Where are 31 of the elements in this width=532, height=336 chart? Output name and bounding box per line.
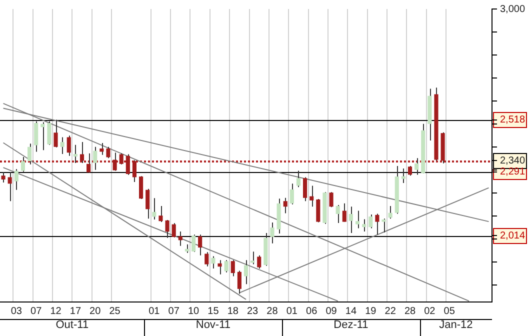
x-tick-label: 01 <box>148 306 160 317</box>
y-tick-label: 2,014 <box>500 230 526 242</box>
y-tick-label: 2,291 <box>500 166 526 178</box>
x-tick-label: 17 <box>70 306 82 317</box>
x-tick-label: 06 <box>306 306 318 317</box>
x-tick-label: 28 <box>404 306 416 317</box>
x-tick-label: 25 <box>109 306 121 317</box>
x-tick-label: 07 <box>168 306 180 317</box>
x-tick-label: 12 <box>50 306 62 317</box>
y-tick-label: 2,518 <box>500 114 526 126</box>
x-tick-label: 05 <box>444 306 456 317</box>
x-tick-label: 23 <box>246 306 259 317</box>
x-tick-label: 10 <box>188 306 200 317</box>
x-tick-label: 20 <box>90 306 102 317</box>
text: Jan-12 <box>439 319 473 331</box>
x-tick-label: 19 <box>365 306 377 317</box>
x-tick-label: 07 <box>30 306 42 317</box>
text: Dez-11 <box>334 319 368 331</box>
x-tick-label: 28 <box>266 306 278 317</box>
x-tick-label: 18 <box>227 306 239 317</box>
x-tick-label: 02 <box>424 306 436 317</box>
y-tick-label: 3,000 <box>500 4 526 15</box>
x-tick-label: 22 <box>384 306 396 317</box>
x-tick-label: 14 <box>345 306 357 317</box>
x-tick-label: 03 <box>10 306 22 317</box>
text: Out-11 <box>56 319 89 331</box>
text: Nov-11 <box>196 319 231 331</box>
x-tick-label: 15 <box>208 306 220 317</box>
x-tick-label: 09 <box>326 306 338 317</box>
x-tick-label: 01 <box>286 306 298 317</box>
y-tick-label: 2,340 <box>500 155 526 166</box>
